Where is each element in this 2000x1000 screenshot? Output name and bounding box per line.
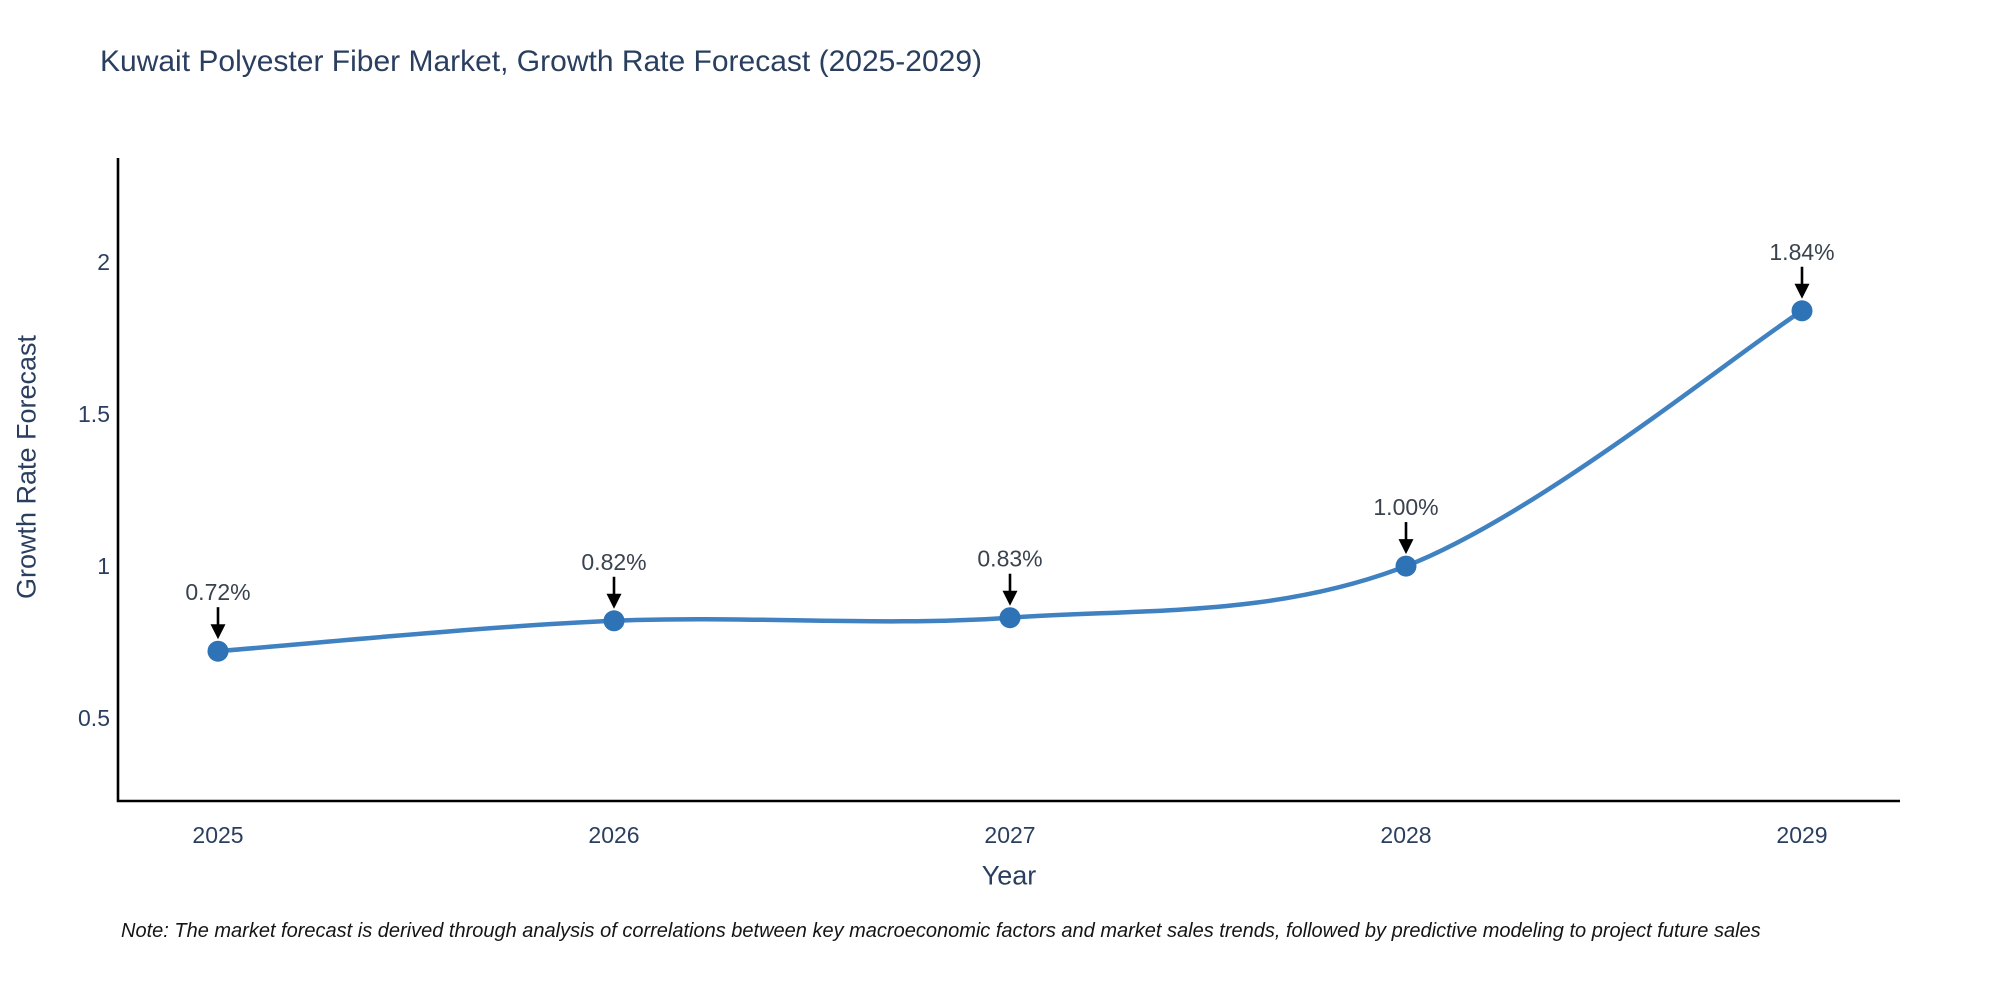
data-point-label: 1.00% — [1373, 494, 1438, 520]
data-point-marker — [207, 640, 229, 662]
x-tick-label: 2025 — [192, 822, 243, 848]
chart-title: Kuwait Polyester Fiber Market, Growth Ra… — [100, 45, 983, 78]
x-tick-label: 2029 — [1776, 822, 1827, 848]
data-point-label: 0.72% — [185, 579, 250, 605]
annotation-arrowhead — [606, 593, 622, 609]
y-tick-label: 1.5 — [78, 401, 110, 427]
annotation-arrowhead — [210, 624, 226, 640]
x-tick-label: 2026 — [588, 822, 639, 848]
annotation-arrowhead — [1794, 283, 1810, 299]
axis-lines — [116, 158, 1900, 803]
data-point-marker — [603, 610, 625, 632]
data-point-marker — [999, 607, 1021, 629]
data-point-label: 0.83% — [977, 546, 1042, 572]
y-tick-label: 1 — [97, 553, 110, 579]
x-tick-label: 2028 — [1380, 822, 1431, 848]
x-tick-label: 2027 — [984, 822, 1035, 848]
data-point-marker — [1791, 300, 1813, 322]
y-tick-label: 2 — [97, 249, 110, 275]
annotation-arrowhead — [1398, 539, 1414, 555]
data-point-marker — [1395, 555, 1417, 577]
x-axis-title: Year — [981, 860, 1037, 891]
data-point-label: 0.82% — [581, 549, 646, 575]
footnote: Note: The market forecast is derived thr… — [121, 920, 1761, 942]
annotation-arrowhead — [1002, 590, 1018, 606]
data-point-label: 1.84% — [1769, 239, 1834, 265]
y-tick-label: 0.5 — [78, 705, 110, 731]
